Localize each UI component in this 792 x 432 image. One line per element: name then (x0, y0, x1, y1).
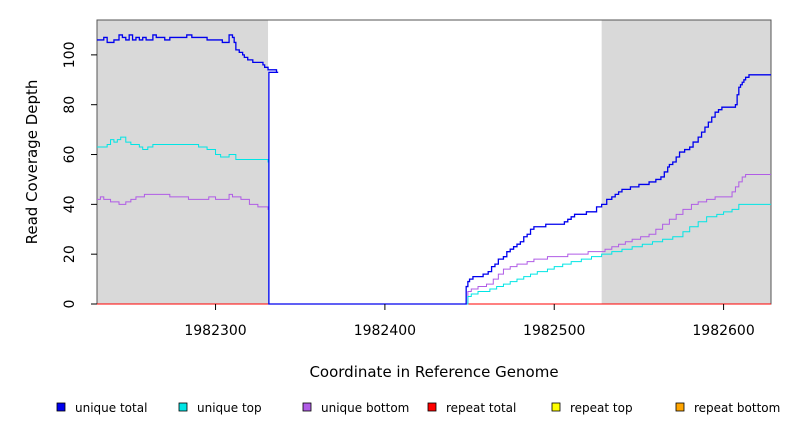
legend-swatch (56, 402, 66, 412)
y-tick-label: 40 (62, 195, 78, 213)
legend-item-unique-bottom: unique bottom (302, 401, 409, 415)
legend-label: repeat total (446, 401, 516, 415)
series-line-unique-top (97, 136, 771, 305)
legend-label: unique top (197, 401, 262, 415)
legend-item-unique-top: unique top (178, 401, 262, 415)
series-line-unique-bottom (97, 173, 771, 305)
y-tick-label: 60 (62, 146, 78, 164)
x-axis-label: Coordinate in Reference Genome (309, 363, 558, 381)
series-line-unique-total (97, 34, 771, 305)
legend-item-repeat-total: repeat total (427, 401, 516, 415)
x-tick-label: 1982400 (354, 323, 416, 339)
y-tick-label: 100 (62, 42, 78, 69)
x-tick-label: 1982600 (692, 323, 754, 339)
x-axis: 1982300 1982400 1982500 1982600 (184, 304, 755, 339)
y-tick-label: 80 (62, 96, 78, 114)
x-tick-label: 1982500 (523, 323, 585, 339)
legend-swatch (178, 402, 188, 412)
y-axis-label: Read Coverage Depth (23, 80, 41, 245)
legend-swatch (551, 402, 561, 412)
shaded-regions (97, 20, 771, 304)
series-lines (97, 34, 771, 305)
y-tick-label: 0 (62, 300, 78, 309)
legend-label: repeat bottom (694, 401, 780, 415)
y-tick-label: 20 (62, 245, 78, 263)
legend-swatch (427, 402, 437, 412)
legend-label: unique bottom (321, 401, 409, 415)
legend-item-unique-total: unique total (56, 401, 147, 415)
shaded-region-2 (601, 20, 771, 304)
x-tick-label: 1982300 (184, 323, 246, 339)
legend-swatch (675, 402, 685, 412)
y-axis: 0 20 40 60 80 100 (62, 42, 97, 309)
legend-item-repeat-top: repeat top (551, 401, 633, 415)
legend-swatch (302, 402, 312, 412)
legend-item-repeat-bottom: repeat bottom (675, 401, 780, 415)
legend-label: unique total (75, 401, 147, 415)
legend-label: repeat top (570, 401, 633, 415)
shaded-region-1 (97, 20, 269, 304)
legend: unique total unique top unique bottom repea… (56, 401, 780, 415)
